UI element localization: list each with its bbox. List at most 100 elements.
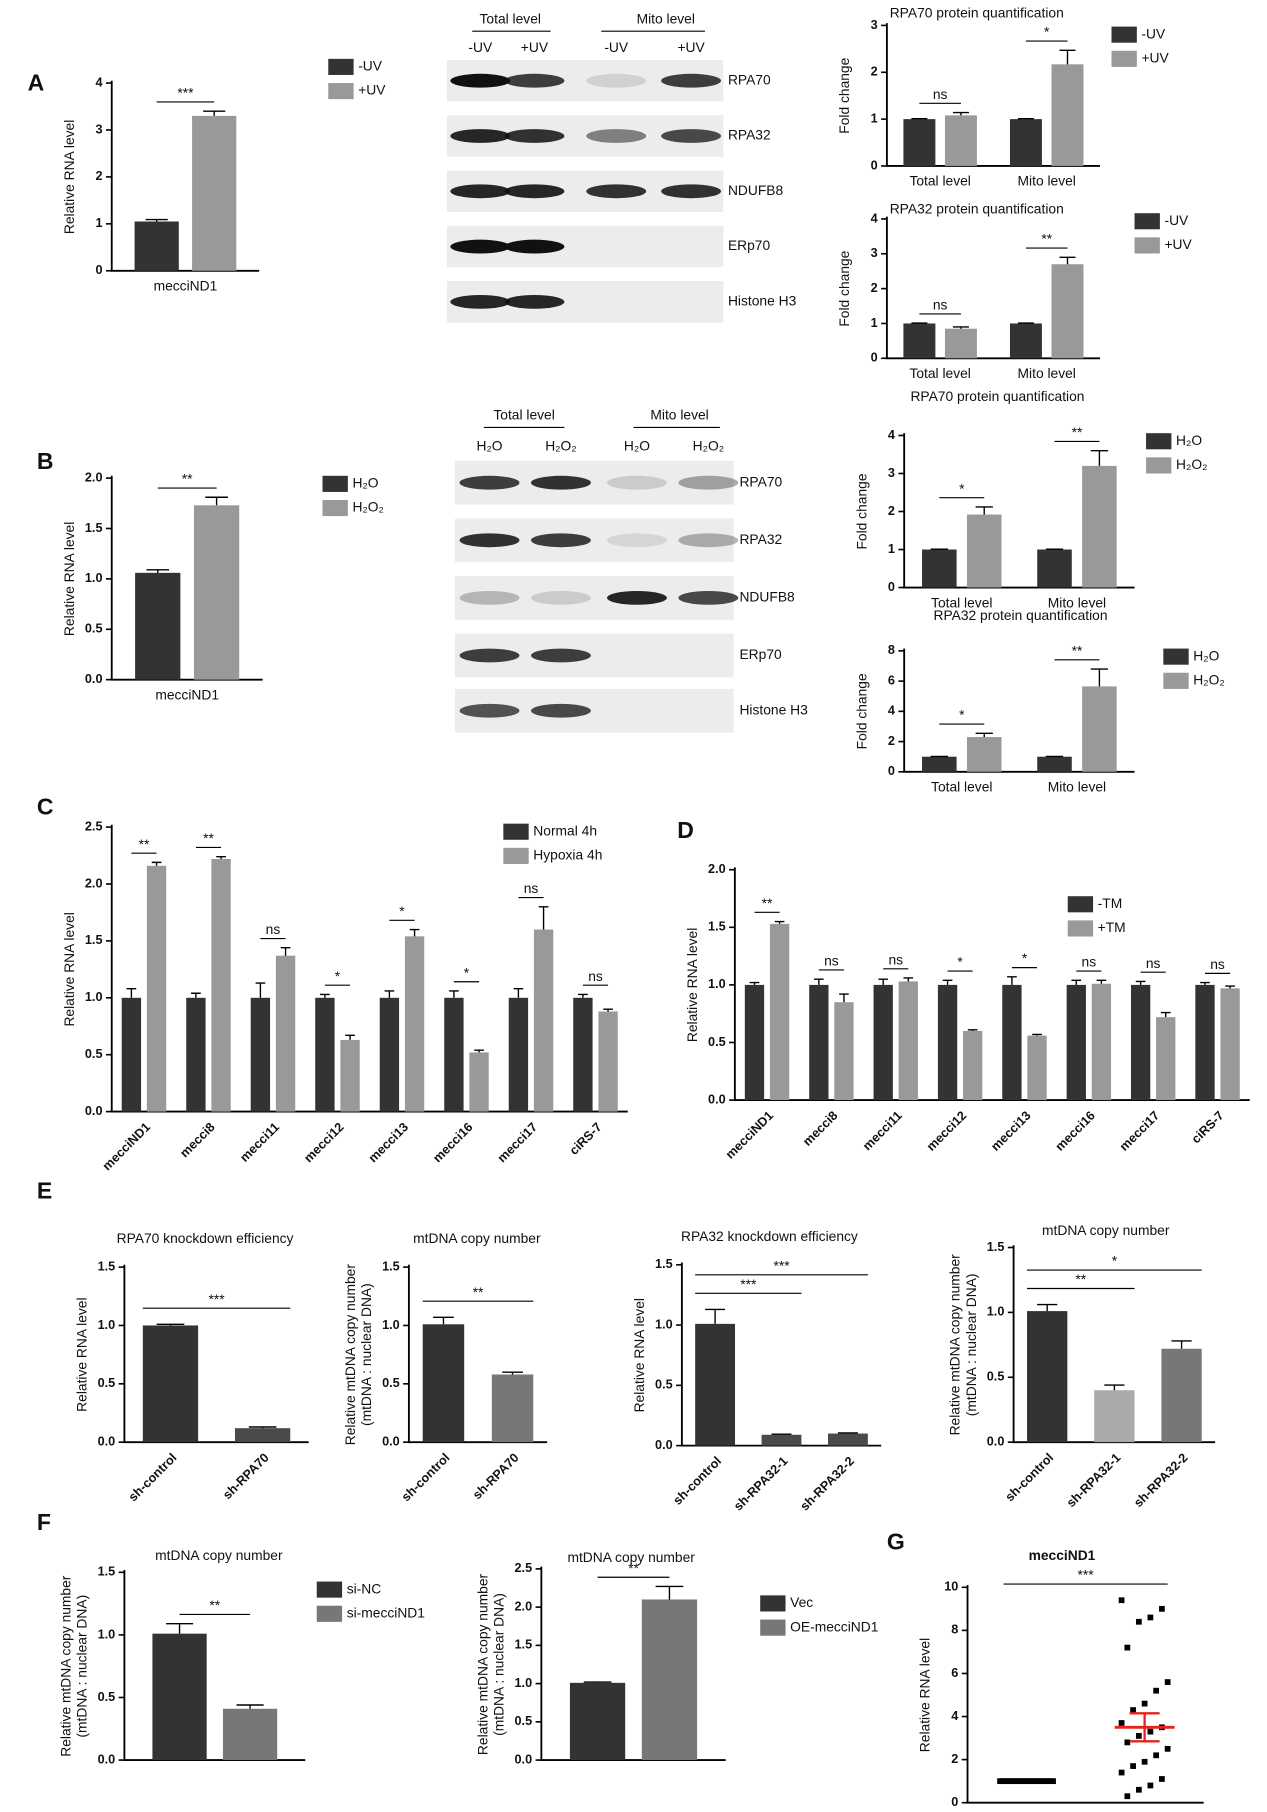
bar [944, 115, 977, 166]
significance-label: ** [1041, 231, 1052, 247]
blot-band [530, 475, 591, 490]
legend-swatch [760, 1619, 786, 1636]
blot-group-label: Mito level [650, 407, 708, 423]
y-tick-label: 2.0 [85, 876, 103, 890]
blot-band [504, 129, 565, 143]
bar [898, 981, 918, 1101]
point [1118, 1769, 1125, 1776]
blot-lane-label: H₂O₂ [545, 438, 576, 454]
blot-band [504, 184, 565, 199]
error-bar [705, 1308, 726, 1324]
x-tick-label: mecci12 [924, 1108, 969, 1153]
panel-letter: B [37, 448, 54, 474]
blot-band [459, 533, 520, 548]
x-tick-label: mecci12 [301, 1120, 346, 1165]
blot-band [530, 703, 591, 718]
y-tick-label: 10 [944, 1580, 958, 1594]
y-tick-label: 0 [888, 764, 895, 778]
bar [922, 756, 957, 772]
y-axis-label: Relative mtDNA copy number [947, 1254, 963, 1436]
blot-lane-label: -UV [468, 39, 493, 55]
x-tick-label: sh-RPA70 [220, 1451, 272, 1503]
y-tick-label: 0.0 [515, 1752, 533, 1766]
significance-label: ns [933, 86, 948, 102]
significance-label: *** [740, 1276, 757, 1292]
point [1135, 1786, 1142, 1793]
blot-band [459, 475, 520, 490]
point [1159, 1776, 1165, 1782]
legend-swatch [316, 1605, 343, 1622]
blot-band [459, 703, 520, 718]
bar [142, 1325, 199, 1443]
bar [1051, 264, 1084, 359]
y-tick-label: 0.5 [987, 1370, 1005, 1384]
y-tick-label: 3 [871, 18, 878, 32]
error-bar [1059, 256, 1076, 265]
x-tick-label: Mito level [1048, 779, 1106, 795]
panel-letter: C [37, 794, 54, 820]
bar [903, 119, 936, 166]
y-tick-label: 0.0 [708, 1092, 726, 1106]
error-bar [1032, 1033, 1042, 1036]
blot-row-label: ERp70 [728, 237, 771, 253]
y-tick-label: 6 [888, 673, 895, 687]
error-bar [474, 1049, 484, 1053]
y-tick-label: 2 [871, 65, 878, 79]
y-tick-label: 1.0 [85, 571, 103, 585]
x-tick-label: Total level [931, 779, 992, 795]
x-tick-label: sh-RPA70 [470, 1451, 522, 1503]
axis [110, 475, 263, 681]
chart-title: mtDNA copy number [155, 1547, 283, 1563]
error-bar [145, 218, 168, 222]
legend-label: OE-mecciND1 [790, 1618, 878, 1634]
bar [404, 936, 425, 1112]
bar [1009, 119, 1042, 166]
bar [809, 984, 829, 1101]
x-tick-label: Mito level [1018, 173, 1076, 189]
significance-label: ns [1210, 956, 1225, 972]
bar [1051, 64, 1084, 166]
significance-label: * [957, 954, 963, 970]
error-bar [151, 861, 162, 866]
significance-label: ns [1082, 954, 1097, 970]
error-bar [903, 977, 914, 982]
error-bar [878, 978, 889, 985]
bar [1002, 984, 1022, 1101]
blot-lane-label: H₂O₂ [693, 438, 724, 454]
blot-band [450, 73, 511, 88]
y-tick-label: 1.0 [382, 1318, 400, 1332]
y-tick-label: 1 [871, 111, 878, 125]
error-bar [513, 988, 524, 998]
y-tick-label: 0.0 [655, 1438, 673, 1452]
x-tick-label: mecci8 [800, 1108, 840, 1148]
blot-band [678, 475, 739, 490]
significance-label: * [959, 480, 965, 496]
error-bar [191, 992, 201, 998]
legend-label: +UV [358, 82, 386, 98]
legend-label: -UV [1164, 212, 1189, 228]
y-tick-label: 2.0 [708, 862, 726, 876]
legend-swatch [1134, 237, 1160, 254]
legend-swatch [503, 847, 529, 864]
y-tick-label: 1.0 [85, 990, 103, 1004]
bar [1220, 988, 1240, 1101]
point [1124, 1793, 1131, 1800]
blot-group-label: Total level [480, 10, 541, 26]
bar [1066, 984, 1086, 1101]
error-bar [538, 906, 549, 930]
y-tick-label: 0.0 [987, 1435, 1005, 1449]
bar [186, 997, 206, 1112]
bar [1161, 1348, 1202, 1443]
bar [569, 1682, 626, 1761]
y-tick-label: 1.5 [382, 1259, 400, 1273]
y-tick-label: 0.5 [515, 1714, 533, 1728]
error-bar [583, 1681, 612, 1683]
legend-label: Normal 4h [533, 822, 597, 838]
error-bar [837, 1432, 858, 1434]
y-tick-label: 1 [95, 216, 102, 230]
point [1164, 1679, 1171, 1685]
error-bar [967, 1029, 978, 1031]
error-bar [975, 506, 993, 515]
y-tick-label: 1.0 [98, 1318, 116, 1332]
bar [922, 549, 957, 588]
